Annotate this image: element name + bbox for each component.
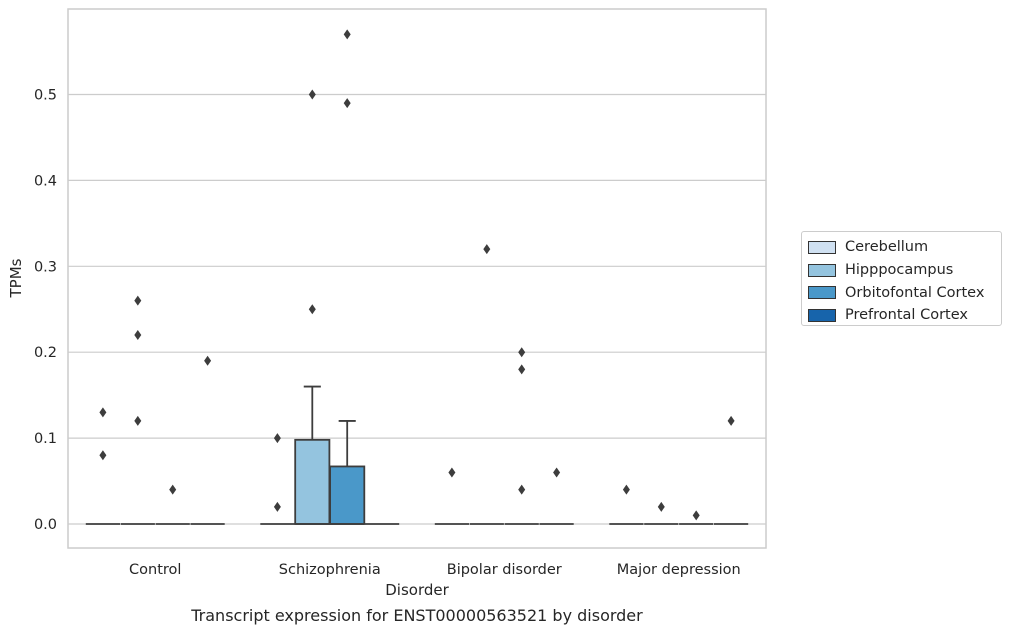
legend-label: Prefrontal Cortex — [845, 307, 968, 324]
x-tick-labels: Control Schizophrenia Bipolar disorder Majo… — [129, 562, 741, 578]
y-tick-label: 0.2 — [34, 345, 57, 361]
legend: Cerebellum Hipppocampus Orbitofontal Cor… — [801, 231, 1002, 326]
box-orbitofontal-cortex — [329, 420, 366, 525]
outlier-point — [343, 98, 351, 109]
legend-swatch-cerebellum — [808, 240, 836, 254]
outlier-point — [308, 89, 316, 100]
legend-swatch-prefrontal-cortex — [808, 308, 836, 322]
chart-caption: Transcript expression for ENST0000056352… — [191, 606, 643, 625]
outlier-point — [518, 484, 526, 495]
outlier-points — [99, 29, 735, 521]
outlier-point — [204, 355, 212, 366]
legend-item-orbitofrontal-cortex: Orbitofontal Cortex — [802, 281, 1001, 304]
x-tick-label: Bipolar disorder — [447, 562, 562, 578]
legend-swatch-hippocampus — [808, 263, 836, 277]
outlier-point — [99, 450, 107, 461]
x-tick-label: Control — [129, 562, 181, 578]
x-tick-label: Schizophrenia — [279, 562, 381, 578]
y-tick-labels: 0.0 0.1 0.2 0.3 0.4 0.5 — [34, 88, 57, 534]
outlier-point — [622, 484, 630, 495]
legend-label: Orbitofontal Cortex — [845, 284, 985, 301]
outlier-point — [169, 484, 177, 495]
legend-item-cerebellum: Cerebellum — [802, 236, 1001, 259]
y-tick-label: 0.1 — [34, 431, 57, 447]
x-axis-label: Disorder — [385, 581, 449, 599]
outlier-point — [518, 364, 526, 375]
legend-swatch-orbitofrontal-cortex — [808, 286, 836, 300]
outlier-point — [134, 295, 142, 306]
outlier-point — [448, 467, 456, 478]
legend-label: Cerebellum — [845, 239, 929, 256]
box-body — [329, 465, 366, 525]
y-tick-label: 0.5 — [34, 88, 57, 104]
box-body — [294, 438, 331, 525]
outlier-point — [134, 330, 142, 341]
outlier-point — [657, 501, 665, 512]
plot-frame — [67, 8, 767, 549]
box-plot-boxes — [85, 385, 749, 525]
outlier-point — [99, 407, 107, 418]
y-tick-label: 0.3 — [34, 259, 57, 275]
outlier-point — [134, 415, 142, 426]
legend-label: Hipppocampus — [845, 262, 954, 279]
outlier-point — [308, 304, 316, 315]
legend-item-hippocampus: Hipppocampus — [802, 259, 1001, 282]
outlier-point — [483, 244, 491, 255]
outlier-point — [273, 433, 281, 444]
gridlines — [68, 93, 766, 525]
box-hipppocampus — [294, 385, 331, 525]
y-tick-label: 0.0 — [34, 517, 57, 533]
legend-item-prefrontal-cortex: Prefrontal Cortex — [802, 304, 1001, 327]
outlier-point — [343, 29, 351, 40]
outlier-point — [553, 467, 561, 478]
outlier-point — [692, 510, 700, 521]
x-tick-label: Major depression — [617, 562, 741, 578]
y-tick-label: 0.4 — [34, 173, 57, 189]
outlier-point — [273, 501, 281, 512]
y-axis-label: TPMs — [7, 258, 25, 298]
outlier-point — [518, 347, 526, 358]
outlier-point — [727, 415, 735, 426]
